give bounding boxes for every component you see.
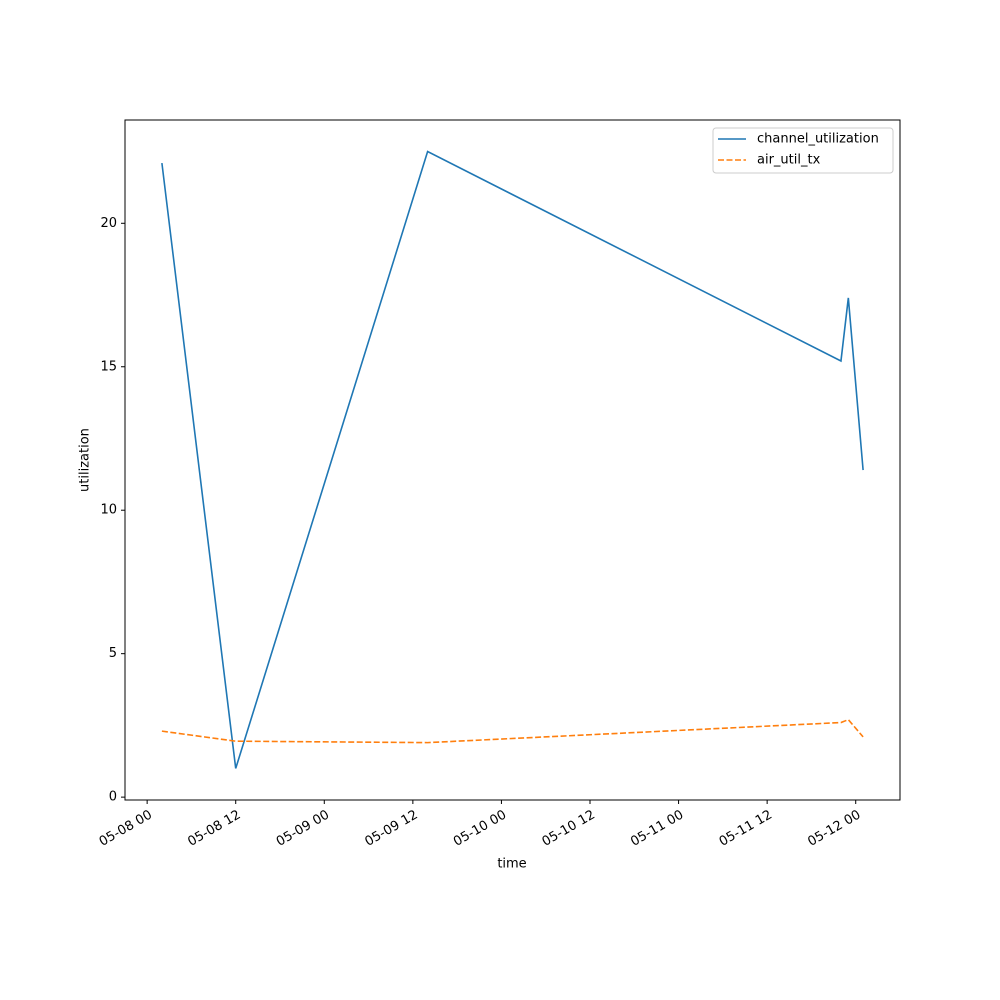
y-tick-label: 10 xyxy=(100,503,117,518)
y-tick-label: 0 xyxy=(109,790,117,805)
x-tick-label: 05-11 12 xyxy=(717,808,775,850)
x-tick-label: 05-12 00 xyxy=(805,808,863,850)
x-tick-label: 05-10 00 xyxy=(451,808,509,850)
x-tick-label: 05-10 12 xyxy=(540,808,598,850)
x-tick-label: 05-09 12 xyxy=(362,808,420,850)
legend-label: channel_utilization xyxy=(757,132,879,147)
y-tick-label: 20 xyxy=(100,216,117,231)
y-tick-label: 5 xyxy=(109,646,117,661)
x-tick-label: 05-08 12 xyxy=(185,808,243,850)
x-tick-label: 05-09 00 xyxy=(274,808,332,850)
y-tick-label: 15 xyxy=(100,359,117,374)
y-axis-label: utilization xyxy=(78,428,93,492)
series-line xyxy=(161,718,864,744)
series-line xyxy=(161,150,864,769)
x-tick-label: 05-08 00 xyxy=(97,808,155,850)
x-tick-label: 05-11 00 xyxy=(628,808,686,850)
x-axis-label: time xyxy=(497,857,526,872)
legend-label: air_util_tx xyxy=(757,153,821,168)
plot-frame xyxy=(124,119,901,801)
legend-box xyxy=(712,127,894,174)
